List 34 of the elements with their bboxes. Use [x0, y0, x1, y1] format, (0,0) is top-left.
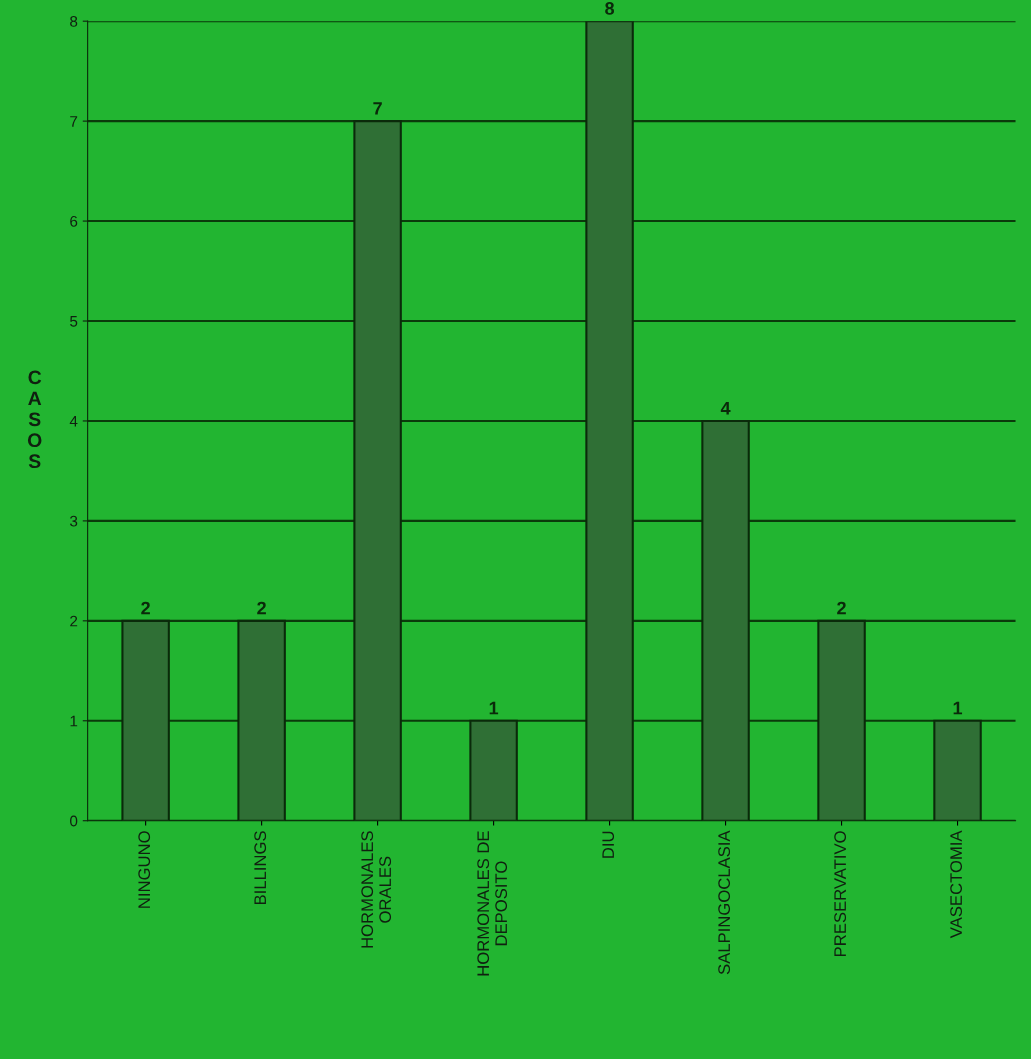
y-tick-label: 5 [70, 316, 78, 327]
bar [817, 619, 866, 821]
bar [237, 619, 286, 821]
x-tick-label: DIU [602, 831, 615, 858]
data-label: 2 [257, 601, 266, 615]
data-label: 2 [141, 601, 150, 615]
x-tick-label: VASECTOMIA [950, 830, 963, 939]
data-label: 1 [953, 701, 963, 715]
x-tick-label: HORMONALES DE DEPOSITO [477, 831, 508, 976]
y-tick-label: 0 [70, 815, 78, 827]
y-tick-label: 4 [69, 415, 78, 427]
x-tick-label: NINGUNO [138, 831, 151, 908]
data-label: 4 [720, 402, 731, 415]
data-label: 2 [837, 601, 846, 615]
x-tick-label: HORMONALES ORALES [361, 831, 392, 948]
x-tick-label: BILLINGS [254, 831, 267, 905]
x-tick-label: SALPINGOCLASIA [718, 830, 731, 975]
data-label: 8 [605, 2, 615, 15]
y-tick-label: 8 [70, 16, 78, 27]
y-tick-label: 3 [70, 515, 78, 527]
x-tick-label: PRESERVATIVO [834, 831, 847, 956]
bar [121, 619, 170, 821]
y-tick-label: 1 [70, 715, 78, 727]
bar [933, 719, 982, 821]
bar [353, 120, 402, 821]
y-tick-label: 2 [70, 615, 78, 627]
bar [585, 21, 634, 821]
y-tick-label: 7 [70, 116, 78, 127]
y-tick-label: 6 [70, 215, 78, 227]
bar [469, 719, 518, 821]
y-axis-title: CASOS [27, 370, 42, 469]
bar [701, 419, 750, 821]
data-label: 7 [373, 102, 382, 115]
data-label: 1 [489, 701, 499, 715]
